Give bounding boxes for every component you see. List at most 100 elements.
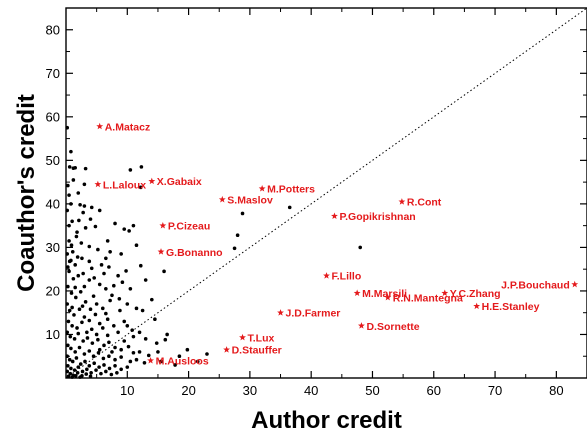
data-point [107,265,111,269]
data-point [126,344,131,349]
highlighted-point [239,333,246,341]
y-tick-label: 10 [46,327,60,342]
x-tick-label: 20 [181,383,195,398]
highlighted-point [473,302,481,310]
data-point [134,243,139,248]
data-point [69,291,74,295]
data-point [113,364,117,368]
data-point [87,364,92,368]
data-point [97,365,101,369]
data-point [162,269,166,274]
data-point [232,246,237,251]
data-point [130,328,134,332]
data-point [84,372,89,376]
data-point [71,178,76,182]
data-point [74,295,78,300]
point-label: R.N.Mantegna [393,292,463,304]
x-tick-label: 40 [304,383,318,398]
data-point [94,332,99,337]
data-point [91,294,96,298]
highlighted-point [398,198,406,205]
point-label: M.Ausloos [156,356,209,368]
data-point [113,221,117,226]
data-point [82,182,87,187]
highlighted-point [94,180,102,188]
data-point [110,350,114,354]
data-point [67,357,72,362]
y-tick-label: 80 [46,22,60,37]
data-point [120,280,125,285]
highlighted-point [384,293,392,301]
data-point [76,331,81,336]
data-point [185,347,190,352]
data-point [107,366,112,371]
data-point [70,249,75,254]
data-point [82,204,87,208]
data-point [92,276,96,280]
data-point [131,334,136,339]
data-point [96,247,100,252]
highlighted-point [353,289,361,297]
data-point [70,305,74,310]
data-point [74,356,79,360]
data-point [137,350,142,354]
highlighted-point [323,272,330,279]
data-point [67,269,71,274]
x-tick-label: 70 [488,383,502,398]
x-tick-label: 10 [120,383,134,398]
point-label: L.Laloux [103,179,146,191]
x-tick-label: 50 [365,383,379,398]
data-point [177,354,182,359]
data-point [74,374,78,378]
data-point [85,336,90,340]
highlighted-point [218,195,226,203]
y-axis-title: Coauthor's credit [13,94,40,292]
data-point [118,308,122,313]
data-point [173,363,177,367]
data-point [195,359,200,364]
highlighted-point [148,177,156,185]
data-point [68,371,73,376]
data-point [72,337,77,341]
data-point [89,327,94,332]
x-tick-label: 60 [427,383,441,398]
data-point [131,223,136,228]
data-point [154,341,159,345]
data-point [81,271,85,276]
data-point [102,271,106,276]
data-point [122,319,127,324]
data-point [165,332,169,337]
data-point [79,241,84,245]
point-label: M.Potters [267,184,315,196]
data-point [146,353,151,358]
data-point [70,219,74,224]
highlighted-point [441,289,449,297]
reference-line-layer [65,7,587,379]
plot-frame [65,7,587,379]
data-point [77,345,82,350]
data-point [235,233,240,238]
data-point [73,350,77,354]
data-point [72,368,77,372]
data-point [75,370,80,375]
data-point [66,265,70,269]
data-point [113,357,117,362]
data-point [115,370,119,375]
point-label: G.Bonanno [166,247,223,259]
data-point [66,374,71,379]
data-point [128,286,133,291]
point-label: R.Cont [407,197,442,209]
data-point [139,165,144,169]
point-label: S.Maslov [227,195,273,207]
data-point [83,166,88,171]
data-point [73,285,77,290]
data-point [87,318,92,323]
data-point [66,364,70,368]
point-label: T.Lux [248,333,275,345]
data-point [78,202,82,207]
y-tick-label: 70 [46,66,60,81]
highlighted-point [157,248,165,255]
data-point [67,193,71,197]
point-label: J.P.Bouchaud [501,279,570,291]
data-point [76,273,81,278]
